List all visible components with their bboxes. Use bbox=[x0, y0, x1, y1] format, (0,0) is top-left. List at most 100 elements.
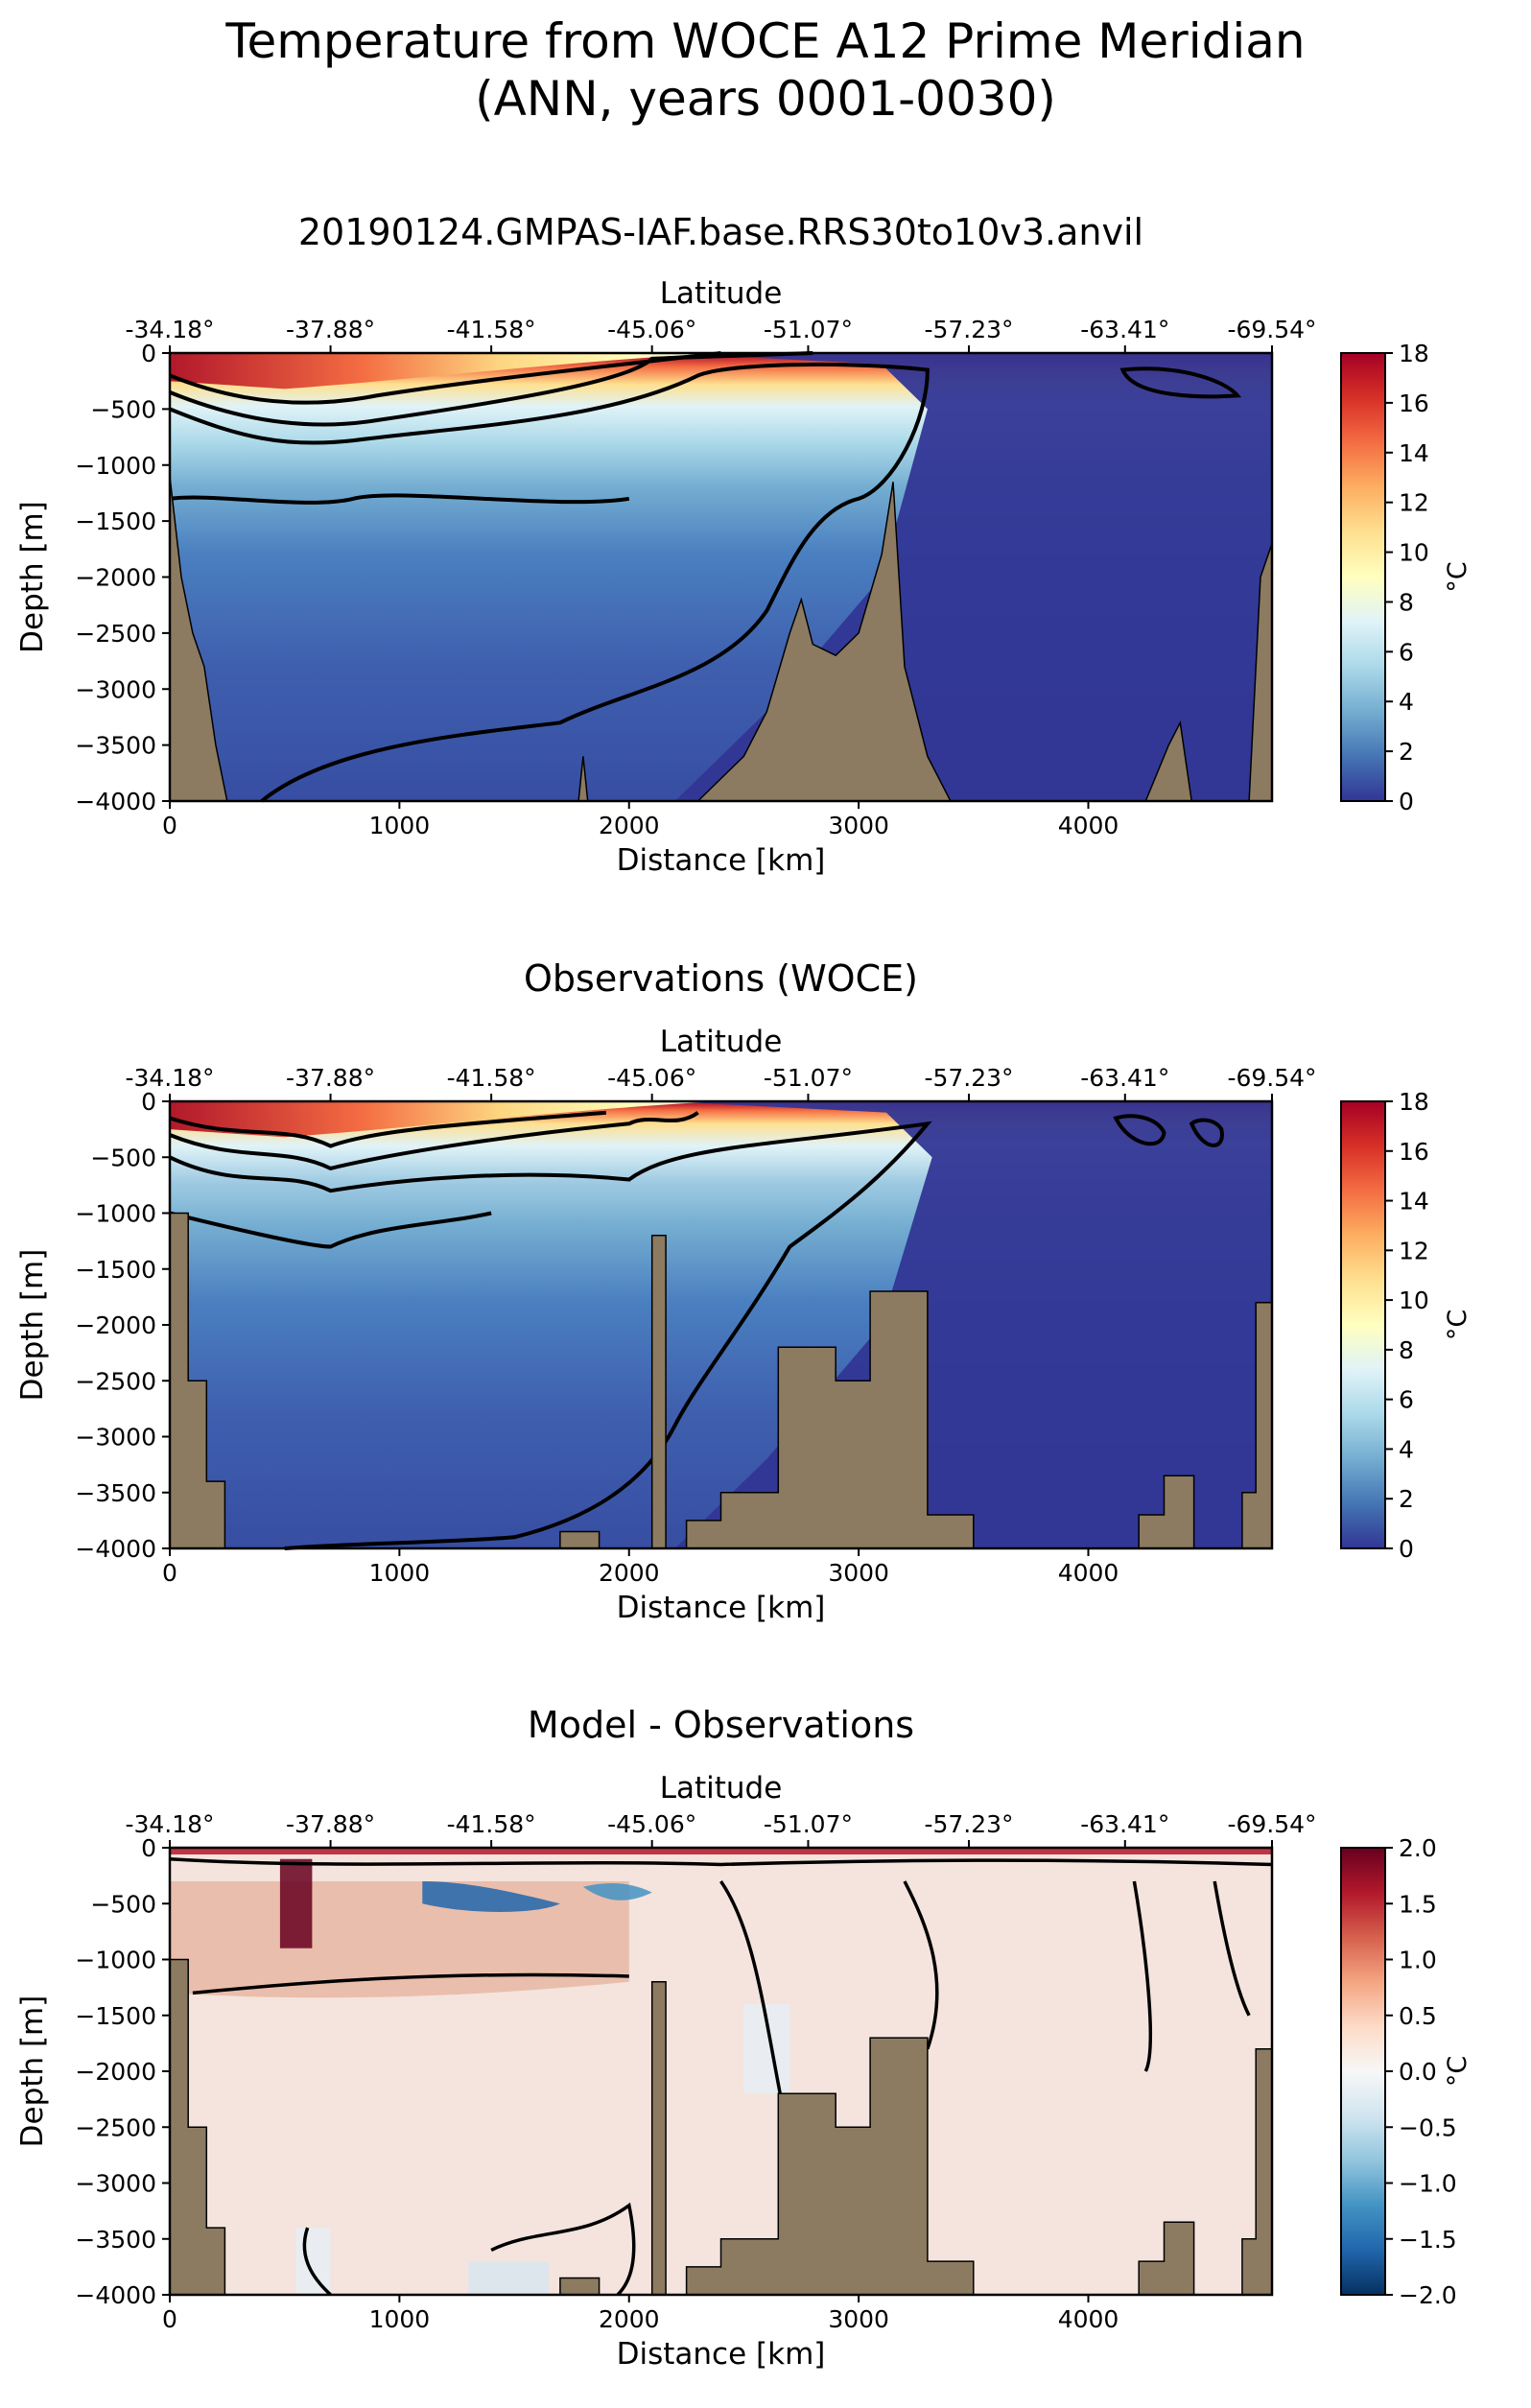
panel-3-title: Model - Observations bbox=[527, 1704, 915, 1746]
colorbar-tick-label: 16 bbox=[1399, 1138, 1429, 1166]
colorbar bbox=[1340, 352, 1386, 802]
top-tick-label: -51.07° bbox=[764, 1810, 853, 1838]
top-tick-label: -57.23° bbox=[924, 1810, 1013, 1838]
colorbar-label: °C bbox=[1443, 1310, 1472, 1340]
x-axis-label: Distance [km] bbox=[617, 1591, 826, 1625]
panel-2-title: Observations (WOCE) bbox=[524, 957, 918, 1000]
colorbar-label: °C bbox=[1443, 561, 1472, 592]
x-tick-label: 4000 bbox=[1058, 812, 1119, 839]
top-tick-label: -51.07° bbox=[764, 1064, 853, 1092]
panel-3: 0 1000 2000 3000 4000 Distance [km] 0 −500 −1000… bbox=[15, 1771, 1472, 2372]
x-tick-label: 2000 bbox=[599, 1559, 660, 1587]
y-tick-label: 0 bbox=[141, 1088, 156, 1116]
top-tick-label: -45.06° bbox=[607, 316, 696, 343]
colorbar-tick-label: 12 bbox=[1399, 489, 1429, 517]
difference-anomaly-2 bbox=[279, 1858, 313, 1948]
top-tick-label: -34.18° bbox=[125, 1064, 214, 1092]
y-tick-label: −2000 bbox=[75, 2058, 156, 2086]
colorbar-tick-label: 16 bbox=[1399, 390, 1429, 417]
y-tick-label: −500 bbox=[90, 1144, 156, 1171]
colorbar-tick-label: −2.0 bbox=[1399, 2281, 1457, 2309]
top-tick-label: -34.18° bbox=[125, 316, 214, 343]
top-tick-label: -45.06° bbox=[607, 1810, 696, 1838]
colorbar-tick-label: 2 bbox=[1399, 738, 1414, 766]
x-tick-label: 3000 bbox=[828, 1559, 889, 1587]
y-tick-label: −4000 bbox=[75, 1535, 156, 1563]
y-tick-label: −2500 bbox=[75, 1367, 156, 1395]
y-tick-label: −500 bbox=[90, 395, 156, 423]
x-tick-label: 1000 bbox=[369, 2305, 431, 2333]
y-tick-label: −1000 bbox=[75, 452, 156, 480]
top-axis-label: Latitude bbox=[660, 1025, 783, 1059]
colorbar-tick-label: 10 bbox=[1399, 539, 1429, 567]
y-tick-label: −2000 bbox=[75, 1311, 156, 1339]
top-tick-label: -45.06° bbox=[607, 1064, 696, 1092]
y-tick-label: −3000 bbox=[75, 2170, 156, 2198]
contour-line-3 bbox=[169, 1121, 932, 1550]
x-tick-label: 1000 bbox=[369, 1559, 431, 1587]
y-axis-label: Depth [m] bbox=[15, 1995, 50, 2148]
x-tick-label: 4000 bbox=[1058, 2305, 1119, 2333]
contour-line-5 bbox=[1119, 366, 1242, 399]
y-tick-label: −4000 bbox=[75, 788, 156, 815]
colorbar-tick-label: 14 bbox=[1399, 439, 1429, 467]
difference-anomaly-5 bbox=[743, 2004, 790, 2094]
contour-line-1 bbox=[169, 1110, 606, 1148]
contour-line-6 bbox=[1189, 1118, 1224, 1147]
contour-line-4 bbox=[169, 1211, 492, 1249]
colorbar-tick-label: 14 bbox=[1399, 1188, 1429, 1216]
y-axis-label: Depth [m] bbox=[15, 1249, 50, 1402]
y-tick-label: −1500 bbox=[75, 508, 156, 535]
y-axis-label: Depth [m] bbox=[15, 501, 50, 653]
top-tick-label: -57.23° bbox=[924, 1064, 1013, 1092]
difference-contour-8 bbox=[490, 2202, 636, 2297]
colorbar-tick-label: 8 bbox=[1399, 588, 1414, 616]
y-tick-label: 0 bbox=[141, 340, 156, 367]
x-tick-label: 2000 bbox=[599, 812, 660, 839]
contour-line-2 bbox=[169, 1111, 699, 1171]
top-tick-label: -37.88° bbox=[286, 316, 375, 343]
y-tick-label: −3500 bbox=[75, 732, 156, 760]
x-tick-label: 1000 bbox=[369, 812, 431, 839]
panel-1-title: 20190124.GMPAS-IAF.base.RRS30to10v3.anvi… bbox=[297, 211, 1144, 253]
top-axis-label: Latitude bbox=[660, 1771, 783, 1806]
contour-line-4 bbox=[169, 493, 630, 505]
contour-line-3 bbox=[169, 362, 930, 803]
y-tick-label: −500 bbox=[90, 1890, 156, 1918]
colorbar-tick-label: 0.5 bbox=[1399, 2002, 1437, 2030]
colorbar-tick-label: 0 bbox=[1399, 1535, 1414, 1563]
colorbar-tick-label: 2.0 bbox=[1399, 1834, 1437, 1862]
top-tick-label: -37.88° bbox=[286, 1064, 375, 1092]
top-tick-label: -69.54° bbox=[1227, 316, 1316, 343]
colorbar-tick-label: 10 bbox=[1399, 1287, 1429, 1314]
difference-contour-6 bbox=[1213, 1880, 1251, 2017]
colorbar-tick-label: 6 bbox=[1399, 638, 1414, 666]
figure-suptitle-line2: (ANN, years 0001-0030) bbox=[475, 71, 1056, 127]
top-tick-label: -63.41° bbox=[1080, 1810, 1169, 1838]
y-tick-label: 0 bbox=[141, 1834, 156, 1862]
difference-anomaly-8 bbox=[170, 1848, 1272, 1854]
colorbar-tick-label: −0.5 bbox=[1399, 2113, 1457, 2141]
colorbar-tick-label: 4 bbox=[1399, 1435, 1414, 1463]
difference-anomaly-3 bbox=[422, 1881, 560, 1912]
difference-contour-5 bbox=[1132, 1880, 1152, 2072]
colorbar-label: °C bbox=[1443, 2056, 1472, 2087]
top-tick-label: -41.58° bbox=[447, 1810, 536, 1838]
x-tick-label: 3000 bbox=[828, 812, 889, 839]
y-tick-label: −1500 bbox=[75, 1256, 156, 1284]
difference-anomaly-7 bbox=[468, 2261, 549, 2295]
difference-contour-4 bbox=[903, 1880, 939, 2050]
top-tick-label: -37.88° bbox=[286, 1810, 375, 1838]
x-tick-label: 4000 bbox=[1058, 1559, 1119, 1587]
panel-1: 0 1000 2000 3000 4000 Distance [km] 0 −500 −1000… bbox=[15, 276, 1472, 878]
x-axis-label: Distance [km] bbox=[617, 843, 826, 878]
y-tick-label: −3500 bbox=[75, 2226, 156, 2254]
colorbar bbox=[1340, 1100, 1386, 1549]
panel-2: 0 1000 2000 3000 4000 Distance [km] 0 −500 −1000… bbox=[15, 1025, 1472, 1625]
y-tick-label: −3500 bbox=[75, 1479, 156, 1507]
figure-suptitle-line1: Temperature from WOCE A12 Prime Meridian bbox=[225, 13, 1306, 69]
y-tick-label: −1000 bbox=[75, 1200, 156, 1228]
top-tick-label: -51.07° bbox=[764, 316, 853, 343]
contour-line-1 bbox=[169, 351, 721, 405]
